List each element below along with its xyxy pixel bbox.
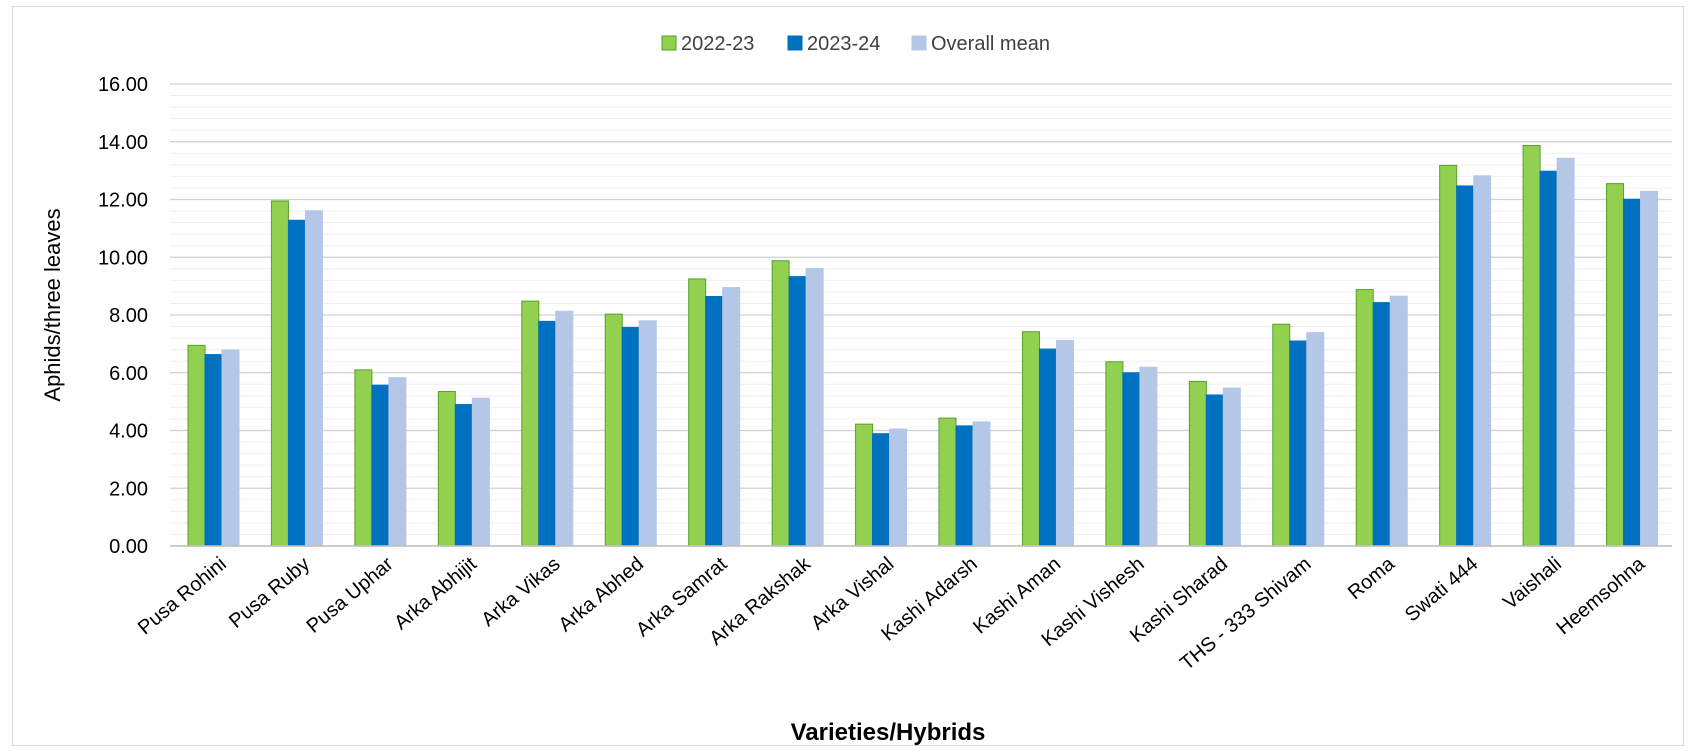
- y-tick-label: 10.00: [98, 247, 148, 269]
- bar-2023-24-0: [204, 354, 223, 547]
- bar-overall-mean-9: [972, 421, 991, 547]
- bar-overall-mean-15: [1473, 175, 1492, 547]
- bar-2023-24-10: [1038, 348, 1057, 547]
- bar-overall-mean-3: [471, 397, 490, 547]
- bar-overall-mean-8: [889, 428, 908, 547]
- x-tick-label: Pusa Uphar: [303, 553, 398, 638]
- bar-2022-23-1: [270, 200, 289, 547]
- bar-2022-23-9: [938, 417, 957, 547]
- legend-swatch: [911, 35, 927, 51]
- bar-2023-24-12: [1205, 394, 1224, 547]
- bar-2023-24-16: [1539, 170, 1558, 547]
- y-tick-label: 4.00: [109, 421, 148, 443]
- x-tick-label: Heemsohna: [1553, 552, 1650, 639]
- bar-2023-24-1: [287, 219, 306, 547]
- legend-swatch: [787, 35, 803, 51]
- y-tick-label: 14.00: [98, 132, 148, 154]
- bar-2023-24-14: [1372, 302, 1391, 547]
- bar-2022-23-6: [688, 278, 707, 547]
- x-tick-label: Pusa Ruby: [225, 553, 314, 633]
- x-tick-label: Pusa Rohini: [134, 553, 231, 639]
- x-tick-label: Roma: [1344, 552, 1400, 604]
- bar-2022-23-16: [1522, 145, 1541, 547]
- bar-overall-mean-17: [1640, 190, 1659, 547]
- bar-2022-23-4: [521, 300, 540, 547]
- bar-overall-mean-16: [1556, 157, 1575, 547]
- x-tick-label: Arka Abhijit: [390, 553, 481, 634]
- bar-2023-24-6: [705, 296, 724, 547]
- bar-2023-24-11: [1122, 372, 1141, 547]
- bar-overall-mean-11: [1139, 366, 1158, 547]
- bar-2022-23-7: [771, 260, 790, 547]
- bar-2022-23-5: [604, 313, 623, 547]
- legend-label: 2023-24: [807, 33, 880, 55]
- legend-swatch: [661, 35, 677, 51]
- bar-2022-23-12: [1188, 380, 1207, 547]
- x-tick-label: Swati 444: [1401, 553, 1482, 626]
- y-tick-label: 8.00: [109, 305, 148, 327]
- bar-2023-24-9: [955, 425, 974, 547]
- bar-2022-23-3: [437, 391, 456, 547]
- legend: 2022-23 2023-24 Overall mean: [661, 33, 1050, 55]
- bar-overall-mean-0: [221, 349, 240, 547]
- bar-overall-mean-12: [1222, 387, 1241, 547]
- bar-overall-mean-13: [1306, 332, 1325, 547]
- x-axis-title: Varieties/Hybrids: [791, 719, 986, 746]
- bar-overall-mean-7: [805, 268, 824, 547]
- bar-overall-mean-6: [722, 287, 741, 547]
- bar-2023-24-7: [788, 276, 807, 547]
- bar-2023-24-2: [371, 384, 390, 547]
- y-tick-label: 12.00: [98, 190, 148, 212]
- bar-2023-24-4: [538, 320, 557, 547]
- bars: [187, 145, 1659, 547]
- y-tick-label: 2.00: [109, 478, 148, 500]
- bar-2022-23-14: [1355, 289, 1374, 547]
- bar-2022-23-0: [187, 344, 206, 547]
- y-tick-label: 0.00: [109, 536, 148, 558]
- bar-overall-mean-10: [1055, 339, 1074, 547]
- y-axis-ticks: 0.00 2.00 4.00 6.00 8.00 10.00 12.00 14.00 16.00: [98, 74, 148, 558]
- legend-label: Overall mean: [931, 33, 1050, 55]
- y-axis-title: Aphids/three leaves: [40, 208, 65, 401]
- bar-overall-mean-14: [1389, 295, 1408, 547]
- x-tick-label: Arka Vikas: [477, 553, 564, 631]
- bar-2022-23-17: [1606, 183, 1625, 547]
- bar-2023-24-15: [1456, 185, 1475, 547]
- bar-2022-23-2: [354, 369, 373, 547]
- bar-overall-mean-2: [388, 377, 407, 547]
- bar-overall-mean-5: [638, 320, 657, 547]
- legend-label: 2022-23: [681, 33, 754, 55]
- x-tick-label: Vaishali: [1499, 553, 1566, 614]
- bar-2022-23-15: [1439, 164, 1458, 547]
- bar-2023-24-8: [872, 433, 891, 547]
- y-tick-label: 6.00: [109, 363, 148, 385]
- bar-2022-23-8: [855, 423, 874, 547]
- bar-2022-23-13: [1272, 323, 1291, 547]
- bar-2023-24-13: [1289, 340, 1308, 547]
- bar-overall-mean-4: [555, 310, 574, 547]
- y-tick-label: 16.00: [98, 74, 148, 96]
- bar-2023-24-17: [1623, 198, 1642, 547]
- bar-2022-23-11: [1105, 361, 1124, 547]
- bar-2023-24-5: [621, 326, 640, 547]
- bar-overall-mean-1: [304, 210, 323, 547]
- bar-2023-24-3: [454, 404, 473, 547]
- bar-2022-23-10: [1021, 331, 1040, 547]
